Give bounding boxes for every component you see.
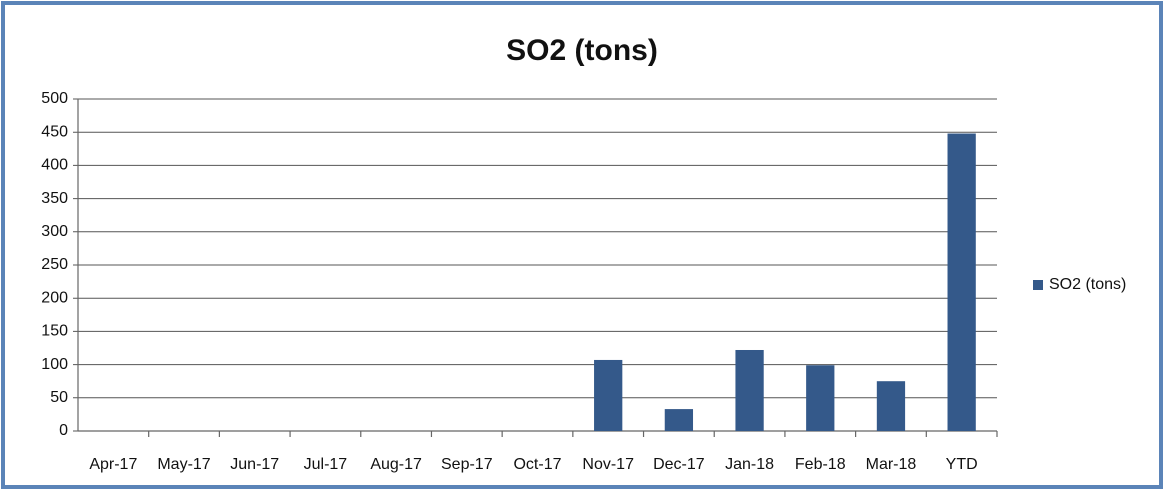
x-tick-label: Jun-17 (230, 456, 279, 473)
x-tick-label: Nov-17 (582, 456, 634, 473)
y-tick-label: 100 (41, 356, 68, 373)
bar (594, 359, 623, 431)
x-tick-label: Aug-17 (370, 456, 422, 473)
bar (664, 409, 694, 431)
y-tick-label: 400 (41, 157, 68, 174)
y-tick-label: 50 (50, 389, 68, 406)
y-tick-label: 350 (41, 190, 68, 207)
bar (876, 381, 906, 431)
bar (947, 133, 976, 431)
y-tick-label: 0 (59, 422, 68, 439)
x-tick-label: Apr-17 (89, 456, 137, 473)
bar (806, 365, 835, 431)
y-tick-label: 450 (41, 123, 68, 140)
x-tick-label: YTD (946, 456, 978, 473)
x-tick-label: Mar-18 (866, 456, 917, 473)
y-tick-label: 200 (41, 289, 68, 306)
x-tick-label: Feb-18 (795, 456, 846, 473)
legend-label: SO2 (tons) (1049, 276, 1126, 293)
x-tick-label: Sep-17 (441, 456, 493, 473)
x-tick-label: Dec-17 (653, 456, 705, 473)
y-tick-label: 500 (41, 90, 68, 107)
y-tick-label: 250 (41, 256, 68, 273)
y-tick-label: 150 (41, 323, 68, 340)
x-tick-label: May-17 (157, 456, 210, 473)
chart-title: SO2 (tons) (506, 34, 658, 67)
y-tick-label: 300 (41, 223, 68, 240)
x-tick-label: Jul-17 (304, 456, 348, 473)
legend-swatch (1033, 280, 1043, 290)
bar (735, 349, 764, 431)
x-tick-label: Jan-18 (725, 456, 774, 473)
x-tick-label: Oct-17 (513, 456, 561, 473)
